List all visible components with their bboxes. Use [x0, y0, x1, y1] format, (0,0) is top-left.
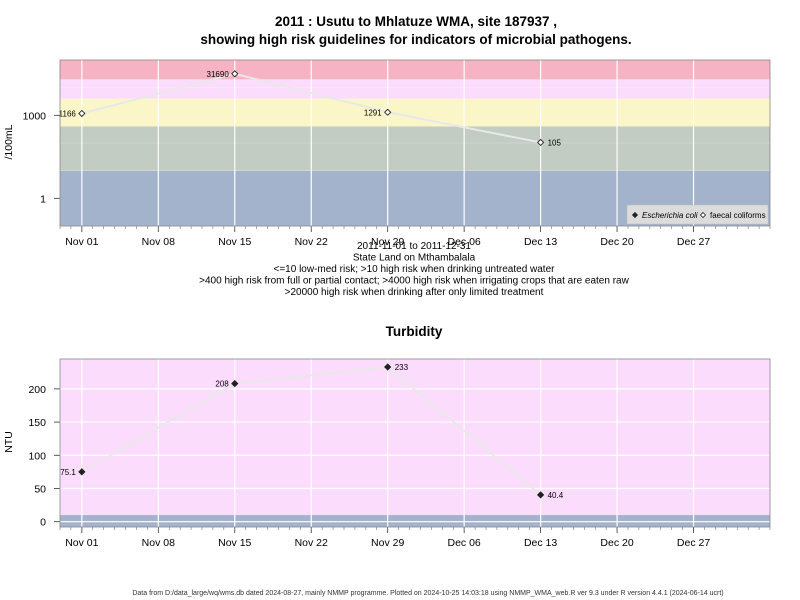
subtitle-line: >400 high risk from full or partial cont…: [199, 276, 629, 287]
data-point: [536, 138, 545, 147]
data-point: [231, 70, 239, 78]
series-line: [81, 72, 541, 144]
x-tick-label: Dec 06: [448, 537, 481, 549]
legend-marker: [631, 211, 639, 219]
data-point: [384, 363, 392, 371]
subtitle-line: State Land on Mthambalala: [353, 253, 476, 264]
data-label: 105: [548, 138, 562, 147]
plot-frame: [59, 358, 771, 528]
x-tick-label: Dec 13: [524, 236, 557, 248]
x-tick-label: Nov 08: [142, 236, 175, 248]
y-tick-label: 150: [28, 417, 46, 429]
x-tick-label: Nov 08: [142, 537, 175, 549]
chart-1-title-line-1: 2011 : Usutu to Mhlatuze WMA, site 18793…: [275, 14, 557, 29]
legend-box: [626, 204, 769, 225]
subtitle-line: 2011-11-01 to 2011-12-31: [357, 241, 471, 252]
chart-1-y-axis-label: /100mL: [3, 124, 15, 159]
x-tick-label: Nov 22: [295, 236, 328, 248]
x-tick-label: Nov 01: [65, 537, 98, 549]
subtitle-line: <=10 low-med risk; >10 high risk when dr…: [274, 264, 556, 275]
legend-label: Escherichia coli: [642, 211, 698, 220]
legend-label: faecal coliforms: [710, 211, 766, 220]
x-tick-label: Dec 27: [677, 236, 710, 248]
data-point: [231, 379, 239, 388]
data-label: 1166: [59, 109, 77, 118]
y-tick-label: 200: [28, 384, 46, 396]
x-tick-label: Nov 15: [218, 537, 251, 549]
data-point: [78, 468, 86, 476]
data-point: [78, 109, 86, 118]
x-tick-label: Dec 13: [524, 537, 557, 549]
x-tick-label: Nov 29: [371, 236, 404, 248]
risk-band-3: [60, 98, 770, 127]
turbidity-plot: Nov 01 Nov 08 Nov 15 Nov 22 Nov 29 Dec 06 Dec …: [28, 358, 771, 549]
chart-1-title-line-2: showing high risk guidelines for indicat…: [200, 32, 631, 47]
y-tick-label: 1: [40, 193, 46, 205]
microbial-plot: Nov 01 Nov 08 Nov 15 Nov 22 Nov 29 Dec 06 Dec …: [23, 59, 771, 248]
risk-band-4: [60, 79, 770, 99]
legend-marker: [699, 211, 707, 219]
subtitle-line: >20000 high risk when drinking after onl…: [285, 287, 544, 298]
footer-note: Data from D:/data_large/wq/wms.db dated …: [132, 590, 723, 597]
data-label: 40.4: [548, 491, 564, 500]
x-tick-label: Nov 29: [371, 537, 404, 549]
x-tick-label: Dec 20: [600, 236, 633, 248]
x-tick-label: Dec 27: [677, 537, 710, 549]
data-label: 208: [215, 380, 229, 389]
risk-band-1: [60, 515, 770, 527]
x-tick-label: Nov 22: [295, 537, 328, 549]
data-point: [536, 491, 545, 499]
x-tick-label: Dec 20: [600, 537, 633, 549]
chart-2-title: Turbidity: [386, 324, 443, 339]
y-tick-label: 50: [34, 483, 46, 495]
risk-band-5: [60, 60, 770, 80]
y-tick-label: 1000: [23, 110, 47, 122]
x-tick-label: Nov 01: [65, 236, 98, 248]
data-label: 1291: [364, 108, 382, 117]
data-label: 233: [395, 363, 409, 372]
data-label: 75.1: [60, 468, 76, 477]
y-tick-label: 0: [40, 517, 46, 529]
plot-frame: [59, 59, 771, 227]
x-tick-label: Dec 06: [448, 236, 481, 248]
chart-1-legend: Escherichia coli faecal coliforms: [626, 204, 769, 225]
risk-band-2: [60, 359, 770, 516]
series-line: [81, 365, 542, 496]
data-point: [384, 108, 392, 116]
risk-band-2: [60, 126, 770, 171]
x-tick-label: Nov 15: [218, 236, 251, 248]
chart-2-y-axis-label: NTU: [3, 431, 15, 453]
y-tick-label: 100: [28, 450, 46, 462]
data-label: 31690: [207, 70, 230, 79]
